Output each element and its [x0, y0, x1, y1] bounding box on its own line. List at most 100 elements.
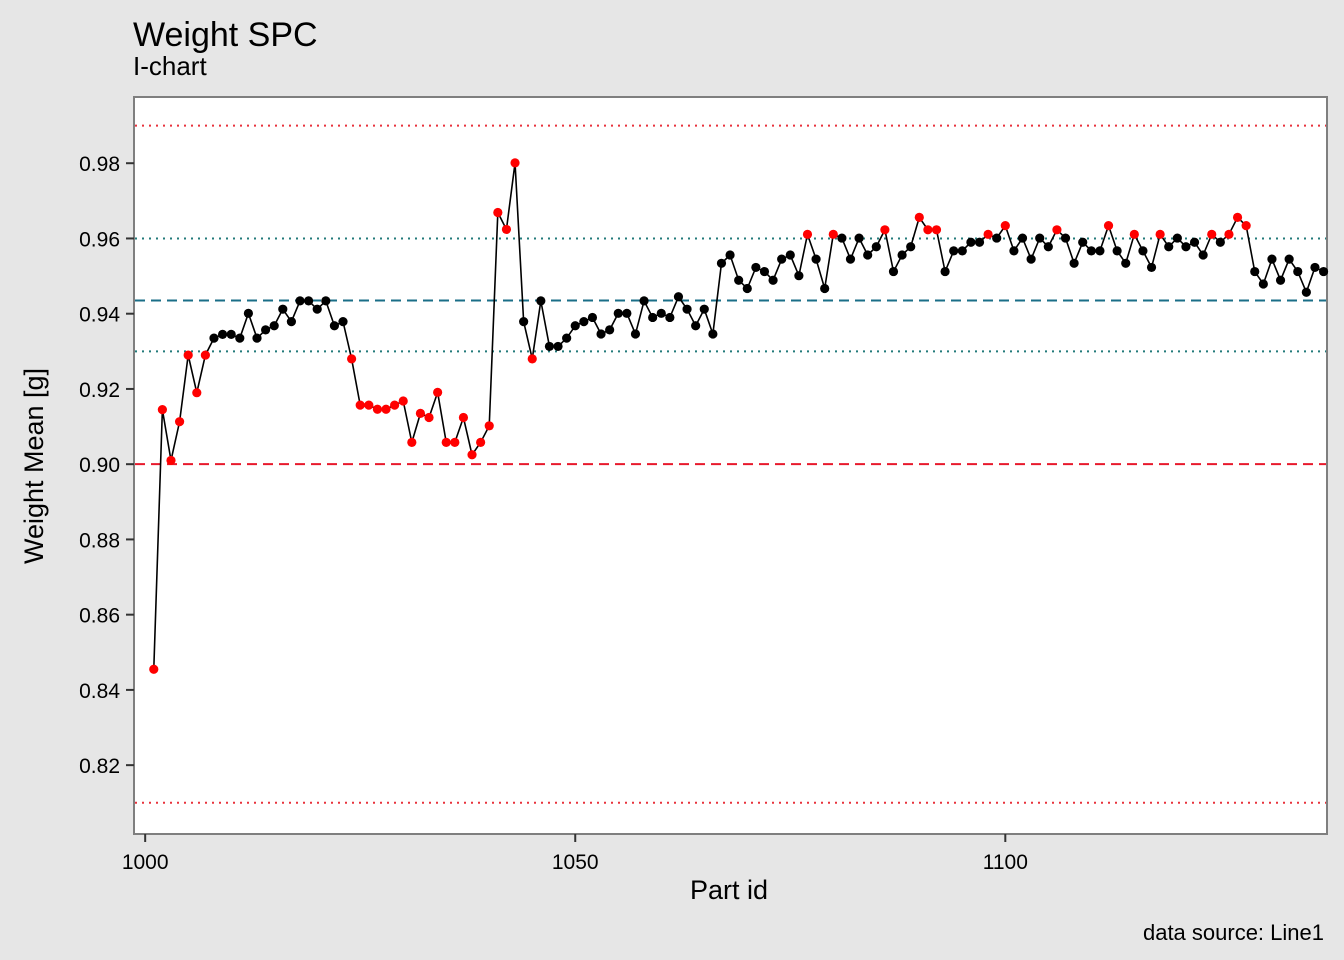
data-point [381, 404, 391, 414]
data-point [983, 229, 993, 239]
data-point [845, 254, 856, 264]
data-point [1103, 221, 1114, 231]
data-point [1138, 246, 1148, 256]
data-point [1224, 229, 1234, 239]
data-point [553, 341, 563, 352]
data-point [880, 225, 890, 235]
data-point [321, 296, 331, 306]
data-point [200, 350, 210, 360]
data-point [1284, 254, 1294, 264]
data-point [304, 296, 314, 306]
data-point [613, 308, 623, 318]
data-point [1258, 279, 1268, 289]
y-tick-label: 0.84 [79, 680, 120, 703]
data-point [587, 312, 598, 323]
data-point [519, 317, 529, 327]
data-point [1052, 225, 1062, 235]
data-point [871, 242, 881, 252]
data-point [493, 207, 503, 218]
data-point [278, 304, 288, 314]
data-point [166, 455, 176, 466]
data-point [527, 354, 537, 364]
data-point [1275, 275, 1286, 285]
data-point [931, 225, 942, 235]
data-point [648, 312, 658, 323]
data-point [1198, 250, 1208, 260]
data-point [1078, 237, 1088, 247]
data-point [458, 412, 469, 423]
data-point [768, 275, 778, 285]
data-point [1112, 246, 1122, 256]
data-point [347, 354, 357, 364]
data-point [673, 292, 684, 302]
data-point [174, 417, 185, 427]
data-point [1250, 266, 1260, 277]
data-point [828, 229, 838, 239]
data-point [966, 237, 976, 247]
y-tick-label: 0.82 [79, 755, 120, 778]
plot-panel [133, 96, 1328, 835]
data-point [501, 224, 512, 235]
data-point [1181, 242, 1191, 252]
data-point [450, 437, 460, 447]
chart-subtitle: I-chart [133, 51, 207, 81]
data-point [286, 317, 296, 327]
data-point [536, 296, 546, 306]
data-point [751, 262, 761, 273]
data-point [1009, 246, 1019, 256]
data-point [1215, 237, 1225, 247]
data-point [544, 341, 555, 352]
y-axis-label: Weight Mean [g] [19, 368, 49, 564]
data-point [1000, 221, 1010, 231]
data-point [355, 400, 365, 410]
data-point [1069, 258, 1079, 268]
data-point [682, 304, 692, 314]
y-axis: 0.82 0.84 0.86 0.88 0.90 0.92 0.94 0.96 0.98 [79, 153, 134, 778]
data-point [1301, 287, 1311, 297]
data-point [716, 258, 727, 268]
data-point [1043, 242, 1053, 252]
data-point [372, 404, 383, 414]
data-point [441, 437, 451, 447]
data-point [579, 317, 589, 327]
data-point [1017, 233, 1028, 243]
data-point [1310, 262, 1320, 273]
y-tick-label: 0.98 [79, 153, 120, 176]
data-point [1241, 221, 1251, 231]
data-point [1155, 229, 1165, 239]
data-point [1293, 266, 1303, 277]
data-point [149, 664, 159, 674]
x-axis-label: Part id [690, 875, 768, 905]
data-point [252, 333, 262, 343]
data-point [415, 408, 426, 418]
control-limit-lines [135, 124, 1326, 804]
data-point [269, 321, 279, 331]
data-point [957, 246, 967, 256]
data-point [854, 233, 864, 243]
data-point [734, 275, 744, 285]
data-point [665, 312, 675, 323]
y-tick-label: 0.94 [79, 304, 120, 327]
data-point [157, 405, 167, 415]
data-point [1060, 233, 1071, 243]
data-point [596, 329, 606, 339]
data-point [656, 308, 666, 318]
y-tick-label: 0.90 [79, 454, 120, 477]
data-point [1129, 229, 1139, 239]
data-point [1086, 246, 1096, 256]
data-point [1121, 258, 1131, 268]
data-point [424, 412, 434, 423]
data-point [398, 396, 408, 406]
data-point [226, 329, 236, 339]
data-point [949, 246, 959, 256]
data-point [897, 250, 907, 260]
y-tick-label: 0.88 [79, 529, 120, 552]
data-point [974, 237, 985, 247]
data-point [630, 329, 641, 339]
data-point [708, 329, 718, 339]
data-point [777, 254, 787, 264]
data-point [484, 421, 494, 431]
data-point [183, 350, 193, 360]
data-point [338, 317, 348, 327]
